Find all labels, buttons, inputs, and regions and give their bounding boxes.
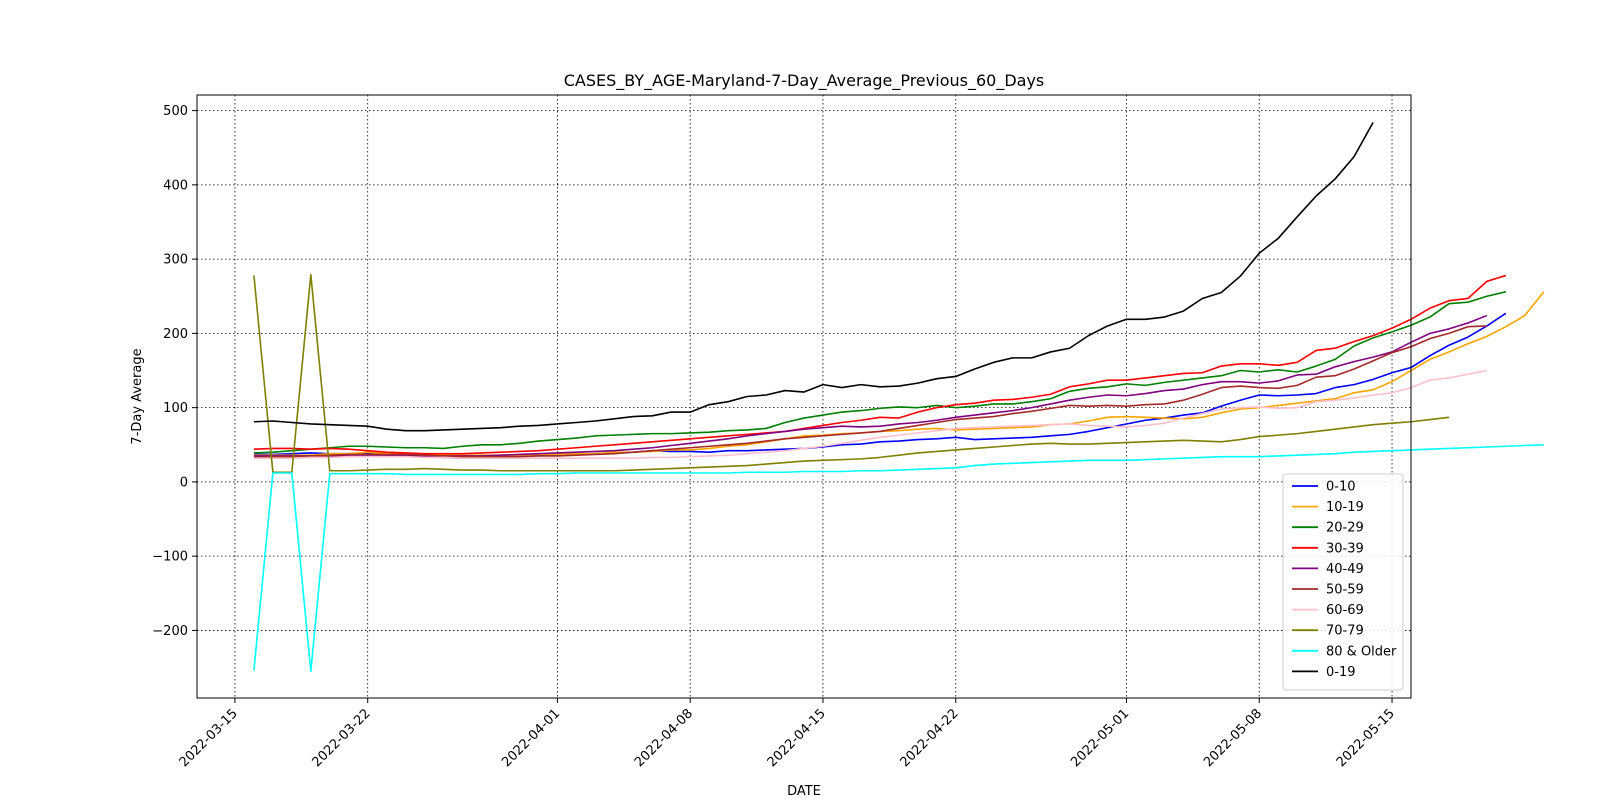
- legend: 0-10 10-19 20-29 30-39 40-49 50-59 60-69 70-79 8…: [1282, 473, 1404, 691]
- series-line-9: [253, 443, 1544, 673]
- legend-label: 20-29: [1326, 521, 1364, 536]
- legend-label: 0-19: [1326, 665, 1356, 680]
- legend-label: 60-69: [1326, 603, 1364, 618]
- series-line-1: [253, 312, 1507, 459]
- x-tick-label: 2022-03-15: [177, 706, 241, 770]
- legend-label: 40-49: [1326, 562, 1364, 577]
- y-tick-label: 500: [163, 104, 188, 119]
- chart-title: CASES_BY_AGE-Maryland-7-Day_Average_Prev…: [564, 71, 1045, 91]
- series-line-4: [253, 274, 1507, 455]
- y-axis-title: 7-Day Average: [130, 348, 145, 444]
- y-tick-label: −100: [152, 550, 188, 565]
- series-line-6: [253, 325, 1487, 459]
- x-tick-label: 2022-03-22: [310, 706, 374, 770]
- y-tick-label: 0: [180, 475, 188, 490]
- series-lines: [253, 122, 1545, 673]
- legend-label: 80 & Older: [1326, 644, 1397, 659]
- x-tick-label: 2022-05-01: [1068, 706, 1132, 770]
- y-tick-label: 200: [163, 327, 188, 342]
- x-tick-label: 2022-04-01: [499, 706, 563, 770]
- axis-ticks: −200 −100 0 100 200 300 400 500 2022-03-15 2022-0…: [152, 104, 1398, 770]
- legend-label: 30-39: [1326, 541, 1364, 556]
- x-tick-label: 2022-05-08: [1201, 706, 1265, 770]
- y-tick-label: −200: [152, 624, 188, 639]
- plot-frame: [196, 94, 1412, 699]
- y-tick-label: 400: [163, 178, 188, 193]
- x-tick-label: 2022-04-15: [765, 706, 829, 770]
- series-line-2: [253, 291, 1545, 456]
- legend-label: 0-10: [1326, 480, 1356, 495]
- x-tick-label: 2022-04-08: [632, 706, 696, 770]
- y-tick-label: 300: [163, 253, 188, 268]
- series-line-7: [253, 369, 1488, 459]
- y-tick-label: 100: [163, 401, 188, 416]
- x-axis-title: DATE: [787, 784, 821, 799]
- series-line-10: [253, 122, 1374, 432]
- series-line-8: [253, 273, 1450, 474]
- legend-label: 10-19: [1326, 500, 1364, 515]
- grid: [197, 95, 1411, 698]
- series-line-3: [253, 291, 1507, 454]
- x-tick-label: 2022-04-22: [898, 706, 962, 770]
- legend-label: 70-79: [1326, 624, 1364, 639]
- x-tick-label: 2022-05-15: [1334, 706, 1398, 770]
- legend-label: 50-59: [1326, 583, 1364, 598]
